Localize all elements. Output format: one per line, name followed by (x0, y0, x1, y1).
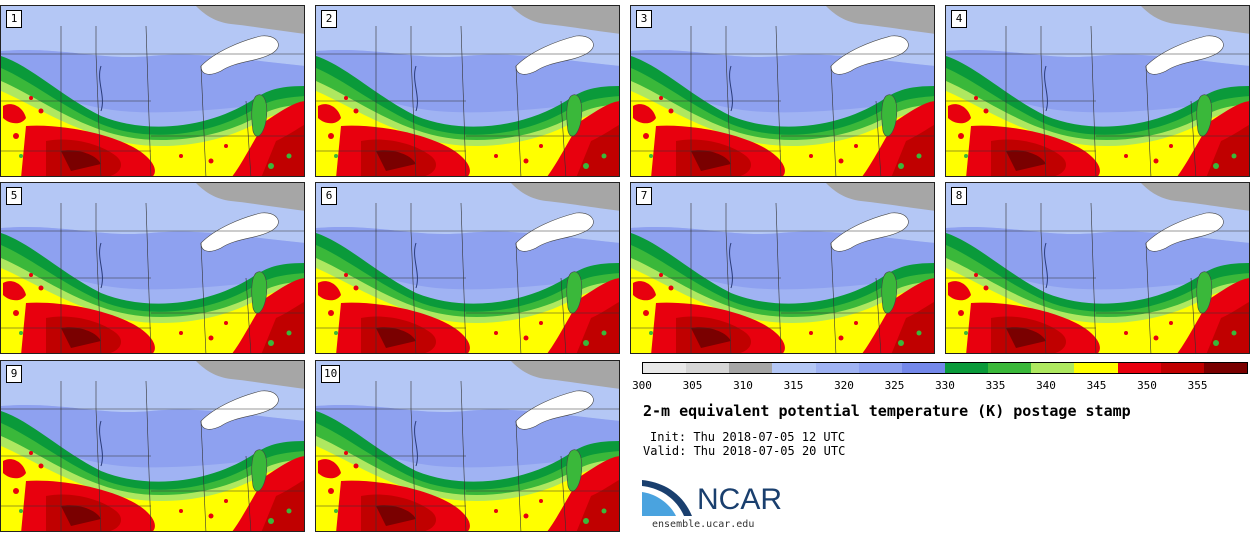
ncar-wordmark: NCAR (697, 483, 783, 516)
stamp-panel-9: 9 (0, 360, 305, 532)
colorbar-tick-label: 325 (884, 379, 905, 392)
stamp-number-3: 3 (636, 10, 652, 28)
stamp-map-4 (946, 6, 1249, 176)
stamp-panel-6: 6 (315, 182, 620, 354)
colorbar-segment (1160, 363, 1204, 373)
stamp-number-7: 7 (636, 187, 652, 205)
stamp-panel-10: 10 (315, 360, 620, 532)
colorbar-tick-label: 315 (783, 379, 804, 392)
stamp-number-2: 2 (321, 10, 337, 28)
colorbar-segment (815, 363, 859, 373)
colorbar-segment (729, 363, 773, 373)
colorbar-segment (643, 363, 687, 373)
colorbar-ticks: 300 305 310 315 320 325 330 335 340 345 350 355 (632, 379, 1258, 393)
colorbar-tick-label: 330 (935, 379, 955, 392)
colorbar-segment (1074, 363, 1118, 373)
stamp-map-6 (316, 183, 619, 353)
ncar-logo-icon (642, 480, 692, 516)
colorbar-tick-label: 335 (985, 379, 1006, 392)
stamp-panel-4: 4 (945, 5, 1250, 177)
colorbar-segment (901, 363, 945, 373)
colorbar-segment (944, 363, 989, 373)
stamp-panel-2: 2 (315, 5, 620, 177)
colorbar-segment (1117, 363, 1161, 373)
colorbar-segment (686, 363, 730, 373)
colorbar-tick-label: 300 (632, 379, 652, 392)
colorbar-segment (772, 363, 816, 373)
stamp-map-7 (631, 183, 934, 353)
stamp-number-4: 4 (951, 10, 967, 28)
colorbar-tick-label: 345 (1086, 379, 1107, 392)
site-url: ensemble.ucar.edu (652, 519, 755, 530)
stamp-map-8 (946, 183, 1249, 353)
stamp-map-2 (316, 6, 619, 176)
stamp-panel-3: 3 (630, 5, 935, 177)
stamp-map-10 (316, 361, 619, 531)
stamp-panel-8: 8 (945, 182, 1250, 354)
stamp-map-5 (1, 183, 304, 353)
colorbar-tick-label: 320 (834, 379, 854, 392)
stamp-panel-5: 5 (0, 182, 305, 354)
stamp-map-9 (1, 361, 304, 531)
figure-title: 2-m equivalent potential temperature (K)… (643, 402, 1131, 420)
colorbar-tick-label: 305 (682, 379, 703, 392)
stamp-map-1 (1, 6, 304, 176)
stamp-number-10: 10 (321, 365, 341, 383)
colorbar-segment (858, 363, 902, 373)
colorbar-segment (1031, 363, 1075, 373)
stamp-map-3 (631, 6, 934, 176)
valid-time: Valid: Thu 2018-07-05 20 UTC (643, 444, 846, 458)
init-time: Init: Thu 2018-07-05 12 UTC (650, 430, 846, 444)
colorbar-tick-label: 310 (733, 379, 753, 392)
colorbar-segment (988, 363, 1032, 373)
colorbar-tick-label: 355 (1187, 379, 1208, 392)
colorbar (642, 362, 1248, 374)
stamp-panel-1: 1 (0, 5, 305, 177)
colorbar-tick-label: 340 (1036, 379, 1056, 392)
stamp-panel-7: 7 (630, 182, 935, 354)
stamp-number-6: 6 (321, 187, 337, 205)
stamp-number-8: 8 (951, 187, 967, 205)
colorbar-segment (1203, 363, 1247, 373)
stamp-number-1: 1 (6, 10, 22, 28)
colorbar-tick-label: 350 (1137, 379, 1157, 392)
stamp-number-5: 5 (6, 187, 22, 205)
stamp-number-9: 9 (6, 365, 22, 383)
